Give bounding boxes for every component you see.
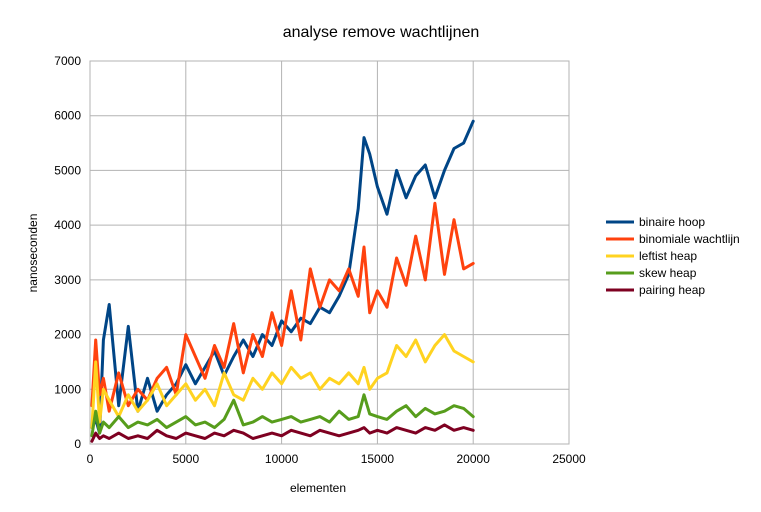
- y-tick-label: 6000: [54, 109, 81, 123]
- series-line-2: [90, 201, 475, 413]
- series-line-4: [90, 393, 475, 438]
- y-tick-label: 0: [74, 437, 81, 451]
- series-line-1: [90, 119, 475, 435]
- x-tick-label: 20000: [457, 452, 491, 466]
- y-tick-labels: 0 1000 2000 3000 4000 5000 6000 7000: [54, 54, 81, 451]
- legend-entry: pairing heap: [639, 283, 705, 297]
- x-tick-label: 15000: [361, 452, 395, 466]
- plot-area-frame: [89, 60, 570, 445]
- legend: binaire hoop binomiale wachtlijn leftist h…: [606, 215, 740, 297]
- grid-lines: [89, 60, 570, 445]
- y-axis-label: nanoseconden: [26, 214, 40, 293]
- series-layer: [90, 119, 475, 443]
- y-tick-label: 2000: [54, 328, 81, 342]
- legend-entry: binomiale wachtlijn: [639, 232, 740, 246]
- y-tick-label: 4000: [54, 218, 81, 232]
- x-tick-label: 5000: [172, 452, 199, 466]
- x-tick-label: 25000: [552, 452, 586, 466]
- y-tick-label: 1000: [54, 382, 81, 396]
- legend-entry: binaire hoop: [639, 215, 705, 229]
- x-axis-label: elementen: [290, 481, 346, 495]
- y-tick-label: 7000: [54, 54, 81, 68]
- x-tick-labels: 0 5000 10000 15000 20000 25000: [87, 452, 586, 466]
- legend-entry: skew heap: [639, 266, 697, 280]
- chart-title: analyse remove wachtlijnen: [283, 24, 480, 41]
- y-tick-label: 3000: [54, 273, 81, 287]
- x-tick-label: 0: [87, 452, 94, 466]
- x-tick-label: 10000: [265, 452, 299, 466]
- series-line-5: [90, 423, 475, 443]
- series-line-3: [90, 333, 475, 430]
- legend-entry: leftist heap: [639, 249, 697, 263]
- y-tick-label: 5000: [54, 163, 81, 177]
